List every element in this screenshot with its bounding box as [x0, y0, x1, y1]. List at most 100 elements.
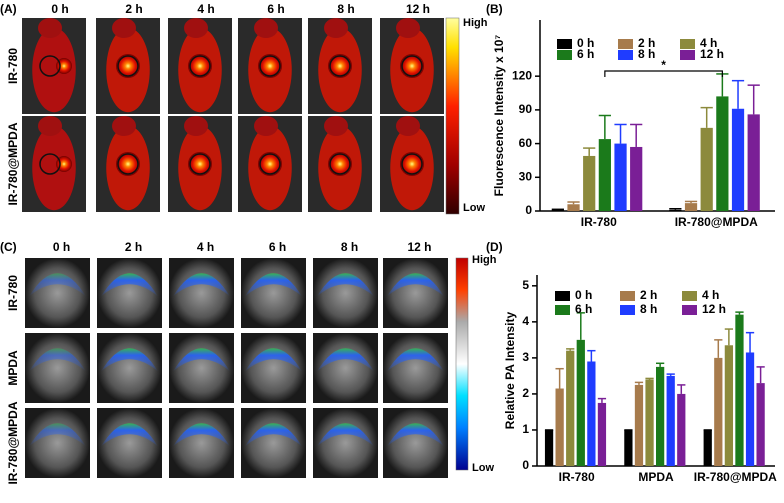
scale-low: Low	[463, 202, 485, 214]
tumor-glow	[188, 152, 212, 176]
row-label: MPDA	[6, 350, 20, 386]
column-label: 12 h	[407, 240, 431, 254]
signal-overlay	[245, 423, 302, 447]
signal-overlay	[317, 348, 374, 372]
x-tick-label: IR-780	[559, 470, 595, 484]
column-label: 2 h	[125, 240, 142, 254]
bar	[566, 350, 575, 466]
scale-high: High	[463, 17, 488, 29]
image-background	[169, 408, 234, 478]
bar	[677, 393, 686, 466]
bar	[614, 143, 627, 211]
signal-overlay	[173, 423, 230, 447]
tumor-glow	[56, 58, 72, 74]
tumor-glow	[400, 54, 424, 78]
legend-swatch	[620, 291, 635, 301]
mouse-head	[254, 18, 278, 38]
image-background	[25, 408, 90, 478]
panel-label: (A)	[0, 2, 17, 16]
y-tick-label: 0	[525, 203, 532, 217]
legend-swatch	[682, 305, 697, 315]
signal-overlay	[317, 423, 374, 447]
column-label: 8 h	[341, 240, 358, 254]
tumor-glow	[328, 54, 352, 78]
tumor-ring	[39, 55, 61, 77]
x-tick-label: IR-780@MPDA	[694, 470, 777, 484]
bar	[724, 345, 734, 466]
image-background	[25, 258, 90, 328]
legend-swatch	[555, 305, 570, 315]
bar	[735, 314, 744, 466]
tumor-glow	[188, 54, 212, 78]
legend-swatch	[620, 305, 635, 315]
y-tick-label: 5	[522, 278, 529, 292]
column-label: 4 h	[197, 2, 214, 16]
panel-label: (C)	[0, 240, 17, 254]
signal-overlay	[101, 423, 158, 447]
bar	[645, 379, 654, 466]
row-label: IR-780	[6, 48, 20, 84]
bar	[684, 203, 698, 211]
image-background	[313, 258, 378, 328]
legend-swatch	[680, 39, 695, 49]
x-tick-label: MPDA	[638, 470, 674, 484]
mouse-head	[324, 116, 348, 136]
image-background	[169, 258, 234, 328]
legend-swatch	[682, 291, 697, 301]
bar	[666, 375, 675, 466]
scale-high: High	[472, 254, 497, 266]
image-background	[97, 408, 162, 478]
y-tick-label: 3	[522, 350, 529, 364]
tumor-ring	[189, 55, 211, 77]
image-background	[97, 258, 162, 328]
image-background	[313, 408, 378, 478]
mouse-head	[112, 116, 136, 136]
bar	[714, 357, 723, 466]
legend-label: 12 h	[702, 302, 726, 316]
signal-overlay	[29, 423, 86, 447]
tumor-ring	[189, 153, 211, 175]
x-tick-label: IR-780	[581, 215, 617, 229]
bar	[555, 388, 564, 466]
bar	[597, 402, 607, 466]
legend-label: 6 h	[577, 47, 594, 61]
legend-label: 8 h	[638, 47, 655, 61]
bar	[731, 108, 745, 211]
image-background	[25, 333, 90, 403]
mouse-head	[184, 116, 208, 136]
column-label: 12 h	[406, 2, 430, 16]
legend-label: 0 h	[577, 36, 594, 50]
legend-label: 6 h	[575, 302, 592, 316]
mouse-head	[38, 116, 62, 136]
column-label: 0 h	[53, 240, 70, 254]
image-background	[97, 333, 162, 403]
y-tick-label: 4	[522, 314, 529, 328]
legend-label: 4 h	[700, 36, 717, 50]
color-scale	[445, 17, 460, 215]
scale-low: Low	[472, 462, 494, 474]
tumor-ring	[117, 55, 139, 77]
mouse-head	[112, 18, 136, 38]
column-label: 4 h	[197, 240, 214, 254]
tumor-ring	[401, 153, 423, 175]
signal-overlay	[387, 273, 444, 297]
legend-swatch	[557, 39, 572, 49]
mouse-head	[396, 116, 420, 136]
y-tick-label: 120	[512, 68, 532, 82]
signal-overlay	[317, 273, 374, 297]
mouse-head	[38, 18, 62, 38]
tumor-ring	[259, 153, 281, 175]
y-tick-label: 1	[522, 422, 529, 436]
tumor-glow	[56, 156, 72, 172]
tumor-glow	[116, 152, 140, 176]
signal-overlay	[29, 273, 86, 297]
tumor-glow	[328, 152, 352, 176]
y-tick-label: 30	[519, 169, 533, 183]
mouse-body	[32, 27, 76, 113]
legend-swatch	[680, 50, 695, 60]
legend-swatch	[618, 50, 633, 60]
bar	[544, 429, 554, 466]
column-label: 6 h	[269, 240, 286, 254]
significance-label: *	[661, 58, 666, 72]
